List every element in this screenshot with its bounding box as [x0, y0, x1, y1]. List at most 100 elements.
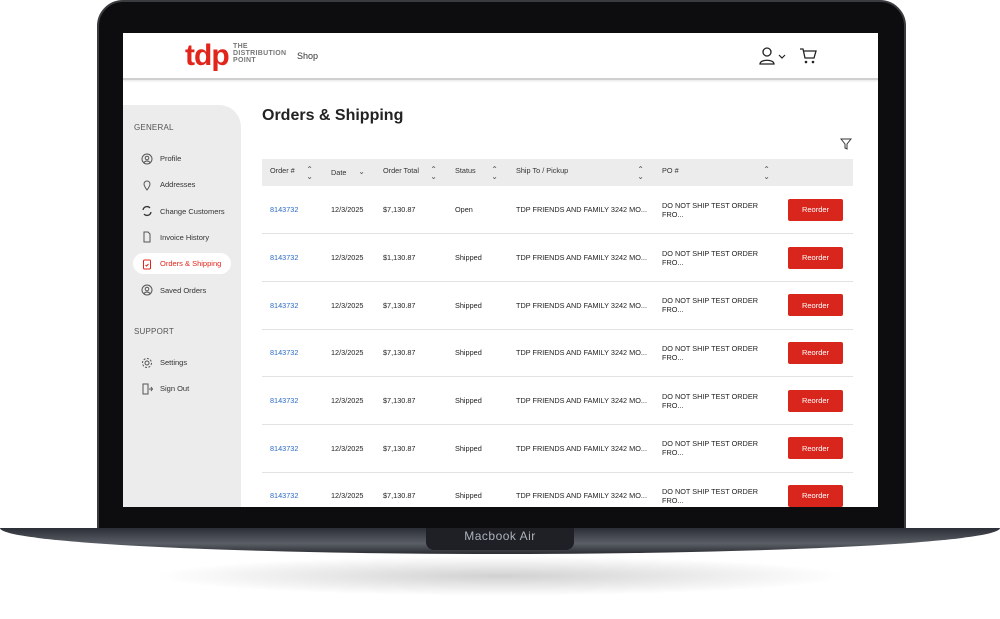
sort-icon[interactable]: ⌃ ⌄ — [491, 164, 498, 181]
table-cell: DO NOT SHIP TEST ORDER FRO... — [662, 296, 758, 315]
table-cell: Shipped — [455, 348, 482, 358]
sidebar-item-label: Invoice History — [160, 232, 210, 242]
table-row: 8143732 12/3/2025 $1,130.87 Shipped TDP FRIE… — [262, 234, 853, 282]
table-cell: DO NOT SHIP TEST ORDER FRO... — [662, 343, 758, 362]
table-row: 8143732 12/3/2025 $7,130.87 Shipped TDP FRIE… — [262, 281, 853, 330]
map-pin-icon — [143, 180, 151, 191]
screen: tdp THE DISTRIBUTION POINT Shop GENERAL Pr… — [123, 33, 878, 507]
table-cell: 12/3/2025 — [331, 396, 364, 406]
sidebar-item-label: Sign Out — [160, 384, 190, 394]
reorder-button[interactable]: Reorder — [788, 294, 843, 317]
table-cell: Shipped — [455, 443, 482, 453]
reorder-button[interactable]: Reorder — [788, 341, 843, 364]
table-cell: Shipped — [455, 253, 482, 263]
sort-icon[interactable]: ⌃ ⌄ — [637, 164, 644, 181]
table-cell: Shipped — [455, 491, 482, 501]
table-cell: DO NOT SHIP TEST ORDER FRO... — [662, 486, 758, 505]
table-cell: 12/3/2025 — [331, 443, 364, 453]
table-cell: TDP FRIENDS AND FAMILY 3242 MO... — [516, 348, 647, 358]
order-link[interactable]: 8143732 — [270, 253, 299, 263]
column-header[interactable]: PO # ⌃ ⌄ — [662, 164, 770, 181]
table-cell: TDP FRIENDS AND FAMILY 3242 MO... — [516, 205, 647, 215]
order-link[interactable]: 8143732 — [270, 396, 299, 406]
action-cell: Reorder — [780, 424, 853, 472]
sidebar-item-label: Saved Orders — [160, 285, 207, 295]
gear-icon — [142, 357, 152, 368]
table-cell: 12/3/2025 — [331, 491, 364, 501]
table-row: 8143732 12/3/2025 $7,130.87 Shipped TDP FRIE… — [262, 472, 853, 507]
refresh-icon — [142, 206, 152, 217]
sidebar-item-label: Profile — [160, 154, 182, 163]
section-general: GENERAL — [134, 123, 174, 132]
table-cell: TDP FRIENDS AND FAMILY 3242 MO... — [516, 253, 647, 263]
sort-icon[interactable]: ⌃ ⌄ — [306, 164, 313, 181]
reorder-button[interactable]: Reorder — [788, 389, 843, 412]
reorder-button[interactable]: Reorder — [788, 246, 843, 269]
table-cell: Shipped — [455, 300, 482, 310]
sidebar-item-label: Settings — [160, 358, 188, 367]
table-cell: TDP FRIENDS AND FAMILY 3242 MO... — [516, 396, 647, 406]
logo-subtitle: THE DISTRIBUTION POINT — [233, 43, 287, 64]
reorder-button[interactable]: Reorder — [788, 437, 843, 460]
sidebar-item-label: Addresses — [160, 180, 196, 190]
table-row: 8143732 12/3/2025 $7,130.87 Shipped TDP FRIE… — [262, 377, 853, 425]
table-cell: Shipped — [455, 396, 482, 406]
clipboard-icon — [143, 259, 151, 270]
column-header[interactable]: Order # ⌃ ⌄ — [270, 164, 313, 181]
table-cell: $7,130.87 — [383, 348, 416, 358]
sidebar-item-saved-orders[interactable]: Saved Orders — [133, 280, 231, 301]
table-cell: 12/3/2025 — [331, 205, 364, 215]
table-cell: TDP FRIENDS AND FAMILY 3242 MO... — [516, 300, 647, 310]
table-cell: DO NOT SHIP TEST ORDER FRO... — [662, 248, 758, 267]
table-cell: 12/3/2025 — [331, 253, 364, 263]
table-cell: $7,130.87 — [383, 300, 416, 310]
nav-shop[interactable]: Shop — [297, 51, 319, 61]
column-header[interactable]: Order Total ⌃ ⌄ — [383, 164, 437, 181]
sidebar-item-change-customers[interactable]: Change Customers — [133, 201, 231, 222]
sidebar-item-addresses[interactable]: Addresses — [133, 174, 231, 195]
user-circle-icon — [141, 284, 153, 296]
orders-table: Order # ⌃ ⌄ Date ⌄ Order Total ⌃ ⌄ Status ⌃ ⌄ Ship … — [262, 159, 853, 507]
section-support: SUPPORT — [134, 327, 174, 336]
reorder-button[interactable]: Reorder — [788, 484, 843, 507]
cart-icon[interactable] — [799, 47, 817, 65]
sort-icon[interactable]: ⌃ ⌄ — [430, 164, 437, 181]
column-header-actions — [780, 159, 853, 186]
sort-icon[interactable]: ⌃ ⌄ — [763, 164, 770, 181]
order-link[interactable]: 8143732 — [270, 491, 299, 501]
table-row: 8143732 12/3/2025 $7,130.87 Shipped TDP FRIE… — [262, 424, 853, 473]
order-link[interactable]: 8143732 — [270, 443, 299, 453]
document-icon — [143, 231, 151, 243]
table-cell: $7,130.87 — [383, 491, 416, 501]
order-link[interactable]: 8143732 — [270, 205, 299, 215]
column-header[interactable]: Status ⌃ ⌄ — [455, 164, 498, 181]
user-account-icon[interactable] — [759, 47, 787, 65]
top-bar: tdp THE DISTRIBUTION POINT Shop — [123, 33, 878, 80]
chevron-down-icon[interactable]: ⌄ — [358, 167, 365, 176]
table-cell: $7,130.87 — [383, 205, 416, 215]
table-cell: DO NOT SHIP TEST ORDER FRO... — [662, 200, 758, 219]
device-label: Macbook Air — [464, 529, 536, 543]
sidebar-item-profile[interactable]: Profile — [133, 148, 231, 169]
table-cell: Open — [455, 205, 473, 215]
action-cell: Reorder — [780, 234, 853, 282]
table-cell: $7,130.87 — [383, 443, 416, 453]
table-cell: 12/3/2025 — [331, 300, 364, 310]
filter-icon[interactable] — [840, 138, 852, 150]
sidebar-item-orders-shipping[interactable]: Orders & Shipping — [133, 253, 231, 275]
table-cell: TDP FRIENDS AND FAMILY 3242 MO... — [516, 443, 647, 453]
logo[interactable]: tdp — [185, 39, 230, 72]
order-link[interactable]: 8143732 — [270, 300, 299, 310]
sidebar-item-invoice-history[interactable]: Invoice History — [133, 227, 231, 248]
column-header[interactable]: Date ⌄ — [331, 167, 365, 178]
table-cell: DO NOT SHIP TEST ORDER FRO... — [662, 439, 758, 458]
sidebar-item-label: Change Customers — [160, 206, 225, 216]
table-cell: DO NOT SHIP TEST ORDER FRO... — [662, 391, 758, 410]
sidebar-item-settings[interactable]: Settings — [133, 352, 231, 373]
column-header[interactable]: Ship To / Pickup ⌃ ⌄ — [516, 164, 644, 181]
reorder-button[interactable]: Reorder — [788, 198, 843, 221]
table-cell: 12/3/2025 — [331, 348, 364, 358]
order-link[interactable]: 8143732 — [270, 348, 299, 358]
laptop-shadow — [150, 556, 850, 596]
sidebar-item-sign-out[interactable]: Sign Out — [133, 378, 231, 399]
